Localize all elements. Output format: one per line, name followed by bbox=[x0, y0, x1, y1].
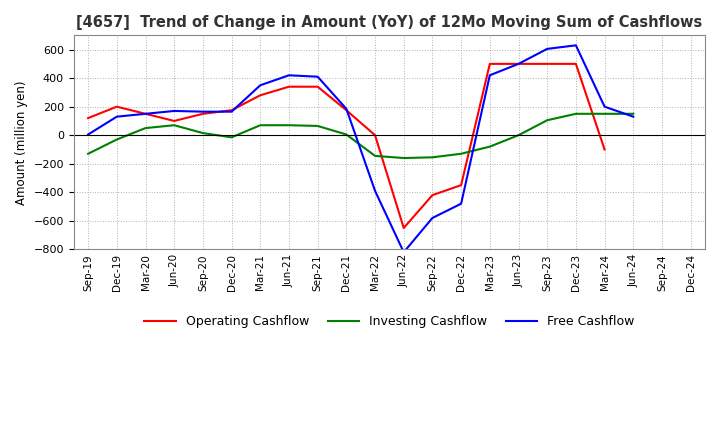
Y-axis label: Amount (million yen): Amount (million yen) bbox=[15, 80, 28, 205]
Investing Cashflow bbox=[342, 132, 351, 137]
Investing Cashflow bbox=[170, 123, 179, 128]
Investing Cashflow bbox=[428, 155, 437, 160]
Investing Cashflow bbox=[400, 155, 408, 161]
Operating Cashflow bbox=[228, 108, 236, 113]
Free Cashflow bbox=[284, 73, 293, 78]
Free Cashflow bbox=[371, 188, 379, 194]
Investing Cashflow bbox=[141, 125, 150, 131]
Operating Cashflow bbox=[284, 84, 293, 89]
Operating Cashflow bbox=[170, 118, 179, 124]
Investing Cashflow bbox=[456, 151, 465, 156]
Operating Cashflow bbox=[428, 192, 437, 198]
Free Cashflow bbox=[342, 106, 351, 111]
Line: Investing Cashflow: Investing Cashflow bbox=[88, 114, 634, 158]
Investing Cashflow bbox=[543, 117, 552, 123]
Investing Cashflow bbox=[228, 135, 236, 140]
Investing Cashflow bbox=[84, 151, 92, 156]
Line: Free Cashflow: Free Cashflow bbox=[88, 45, 634, 252]
Free Cashflow bbox=[313, 74, 322, 79]
Free Cashflow bbox=[600, 104, 609, 109]
Free Cashflow bbox=[112, 114, 121, 119]
Operating Cashflow bbox=[572, 61, 580, 66]
Free Cashflow bbox=[170, 108, 179, 114]
Operating Cashflow bbox=[485, 61, 494, 66]
Free Cashflow bbox=[84, 132, 92, 137]
Investing Cashflow bbox=[514, 132, 523, 138]
Investing Cashflow bbox=[485, 144, 494, 149]
Operating Cashflow bbox=[456, 183, 465, 188]
Free Cashflow bbox=[514, 61, 523, 66]
Investing Cashflow bbox=[199, 130, 207, 136]
Investing Cashflow bbox=[284, 123, 293, 128]
Operating Cashflow bbox=[371, 132, 379, 138]
Free Cashflow bbox=[572, 43, 580, 48]
Operating Cashflow bbox=[514, 61, 523, 66]
Free Cashflow bbox=[256, 83, 264, 88]
Free Cashflow bbox=[543, 46, 552, 51]
Operating Cashflow bbox=[600, 147, 609, 152]
Investing Cashflow bbox=[572, 111, 580, 117]
Investing Cashflow bbox=[629, 111, 638, 117]
Free Cashflow bbox=[456, 201, 465, 206]
Line: Operating Cashflow: Operating Cashflow bbox=[88, 64, 605, 228]
Title: [4657]  Trend of Change in Amount (YoY) of 12Mo Moving Sum of Cashflows: [4657] Trend of Change in Amount (YoY) o… bbox=[76, 15, 703, 30]
Investing Cashflow bbox=[371, 153, 379, 158]
Operating Cashflow bbox=[342, 108, 351, 113]
Investing Cashflow bbox=[313, 123, 322, 128]
Operating Cashflow bbox=[84, 115, 92, 121]
Legend: Operating Cashflow, Investing Cashflow, Free Cashflow: Operating Cashflow, Investing Cashflow, … bbox=[140, 310, 639, 333]
Investing Cashflow bbox=[600, 111, 609, 117]
Free Cashflow bbox=[485, 73, 494, 78]
Free Cashflow bbox=[400, 249, 408, 255]
Operating Cashflow bbox=[112, 104, 121, 109]
Operating Cashflow bbox=[543, 61, 552, 66]
Free Cashflow bbox=[428, 215, 437, 220]
Operating Cashflow bbox=[199, 111, 207, 117]
Operating Cashflow bbox=[256, 92, 264, 98]
Free Cashflow bbox=[228, 109, 236, 114]
Free Cashflow bbox=[199, 109, 207, 114]
Operating Cashflow bbox=[141, 111, 150, 117]
Operating Cashflow bbox=[313, 84, 322, 89]
Free Cashflow bbox=[141, 111, 150, 117]
Investing Cashflow bbox=[112, 137, 121, 142]
Free Cashflow bbox=[629, 114, 638, 119]
Operating Cashflow bbox=[400, 225, 408, 231]
Investing Cashflow bbox=[256, 123, 264, 128]
